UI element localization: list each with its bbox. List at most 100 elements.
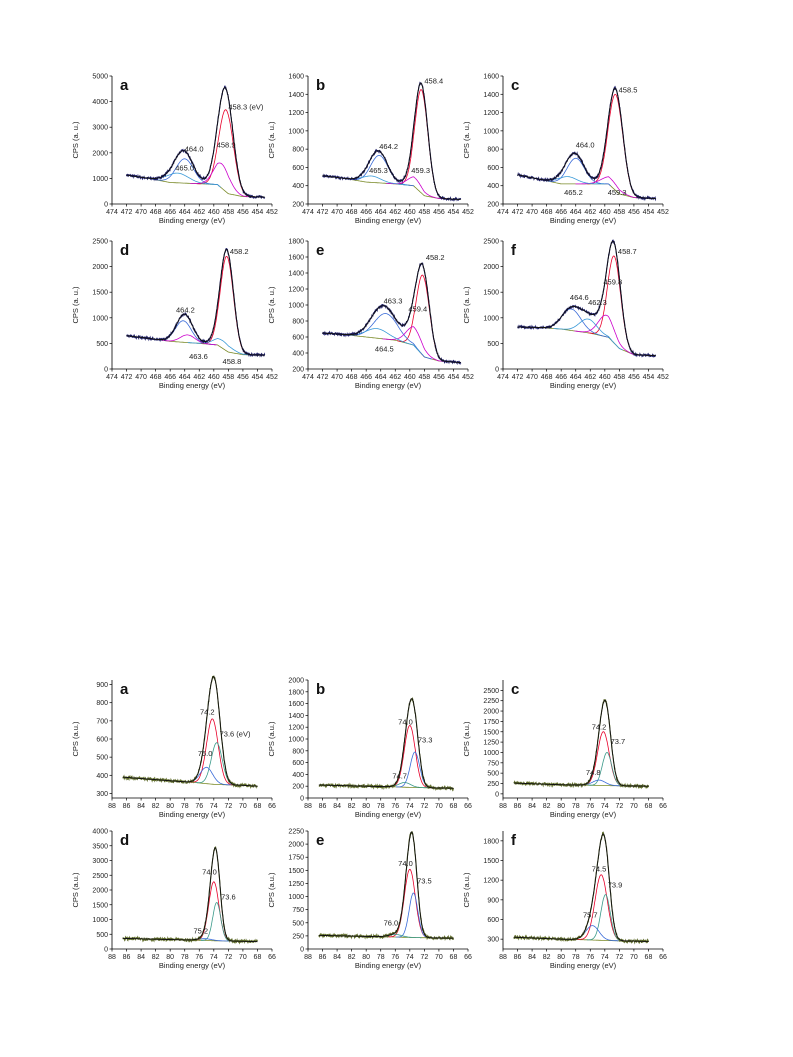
y-tick-label: 1800	[288, 239, 304, 246]
peak-label: 459.3	[608, 188, 627, 197]
x-tick-label: 462	[193, 209, 205, 216]
x-axis-title: Binding energy (eV)	[550, 216, 617, 225]
x-tick-label: 72	[615, 954, 623, 961]
y-tick-label: 1200	[288, 110, 304, 117]
y-tick-label: 1200	[483, 878, 499, 885]
y-tick-label: 1000	[288, 303, 304, 310]
peak-label: 464.6	[570, 293, 589, 302]
measured-spectrum	[126, 248, 266, 358]
component-peak-73.3	[396, 751, 434, 789]
y-tick-label: 2000	[92, 888, 108, 895]
y-axis-title: CPS (a.u.)	[71, 721, 80, 757]
y-tick-label: 0	[300, 796, 304, 803]
x-axis-title: Binding energy (eV)	[550, 961, 617, 970]
y-tick-label: 1500	[92, 902, 108, 909]
x-tick-label: 462	[389, 374, 401, 381]
peak-label: 74.2	[592, 722, 607, 731]
y-tick-label: 1600	[288, 74, 304, 81]
x-tick-label: 66	[268, 954, 276, 961]
component-peak-464	[149, 158, 220, 187]
peak-label: 74.0	[202, 867, 217, 876]
fitted-envelope	[318, 698, 454, 789]
y-tick-label: 0	[495, 367, 499, 374]
peak-label: 73.5	[417, 876, 432, 885]
y-tick-label: 500	[96, 341, 108, 348]
x-tick-label: 82	[152, 954, 160, 961]
x-tick-label: 88	[304, 803, 312, 810]
fitted-envelope	[122, 847, 258, 943]
component-peak-459.3	[575, 176, 645, 199]
x-tick-label: 66	[659, 803, 667, 810]
y-tick-label: 1600	[288, 701, 304, 708]
x-tick-label: 462	[584, 374, 596, 381]
x-tick-label: 468	[150, 209, 162, 216]
x-tick-label: 80	[557, 954, 565, 961]
y-axis-title: CPS (a.u.)	[462, 872, 471, 908]
y-tick-label: 600	[487, 917, 499, 924]
y-tick-label: 600	[292, 335, 304, 342]
x-tick-label: 72	[420, 954, 428, 961]
y-tick-label: 1200	[288, 287, 304, 294]
fitted-envelope	[322, 262, 461, 364]
x-tick-label: 82	[152, 803, 160, 810]
axes-frame	[307, 76, 468, 205]
peak-label: 75.0	[198, 749, 213, 758]
y-tick-label: 0	[104, 947, 108, 954]
x-tick-label: 88	[499, 954, 507, 961]
y-tick-label: 0	[104, 202, 108, 209]
chart-panel-2-a: 88 86 84 82 80 78 76 74 72 70 68 66 300 400 500 600 700 8…	[71, 675, 276, 819]
fitted-envelope	[122, 675, 258, 787]
x-tick-label: 454	[448, 374, 460, 381]
peak-label: 74.5	[592, 865, 607, 874]
axes-frame	[307, 831, 468, 950]
x-tick-label: 68	[254, 954, 262, 961]
peak-label: 75.7	[583, 911, 598, 920]
y-tick-label: 0	[300, 947, 304, 954]
component-peak-462.3	[553, 318, 623, 351]
y-tick-label: 0	[495, 791, 499, 798]
y-tick-label: 200	[487, 202, 499, 209]
y-tick-label: 600	[292, 760, 304, 767]
x-tick-label: 66	[268, 803, 276, 810]
x-tick-label: 456	[628, 209, 640, 216]
x-tick-label: 474	[497, 374, 509, 381]
x-tick-label: 68	[254, 803, 262, 810]
y-axis-title: CPS (a. u.)	[267, 286, 276, 324]
x-tick-label: 470	[331, 374, 343, 381]
y-tick-label: 250	[292, 933, 304, 940]
x-tick-label: 82	[543, 803, 551, 810]
x-tick-label: 468	[346, 374, 358, 381]
fitted-envelope	[513, 699, 649, 787]
fitted-envelope	[517, 240, 656, 357]
x-tick-label: 470	[331, 209, 343, 216]
x-tick-label: 460	[599, 209, 611, 216]
x-tick-label: 76	[391, 803, 399, 810]
x-tick-label: 70	[630, 803, 638, 810]
x-tick-label: 76	[586, 954, 594, 961]
chart-panel-1-e: 474 472 470 468 466 464 462 460 458 456 454 4522004…	[267, 239, 474, 391]
y-axis-title: CPS (a. u.)	[267, 121, 276, 159]
peak-label: 74.8	[586, 768, 601, 777]
x-tick-label: 452	[462, 374, 474, 381]
y-tick-label: 1000	[92, 917, 108, 924]
x-tick-label: 464	[570, 209, 582, 216]
y-tick-label: 800	[292, 319, 304, 326]
y-tick-label: 2000	[288, 842, 304, 849]
y-tick-label: 1400	[288, 713, 304, 720]
x-tick-label: 88	[304, 954, 312, 961]
panel-letter-a: a	[120, 77, 129, 94]
x-tick-label: 464	[375, 209, 387, 216]
y-tick-label: 1500	[92, 290, 108, 297]
y-tick-label: 1750	[483, 719, 499, 726]
component-peak-458.8	[187, 338, 258, 356]
x-axis-title: Binding energy (eV)	[159, 810, 226, 819]
y-tick-label: 1750	[288, 855, 304, 862]
x-axis-title: Binding energy (eV)	[550, 810, 617, 819]
y-tick-label: 0	[104, 367, 108, 374]
x-tick-label: 472	[121, 209, 133, 216]
chart-panel-2-f: 88 86 84 82 80 78 76 74 72 70 68 66 300 600 900 1200 150…	[462, 831, 667, 970]
x-tick-label: 452	[462, 209, 474, 216]
x-tick-label: 466	[360, 209, 372, 216]
x-tick-label: 468	[541, 374, 553, 381]
x-tick-label: 456	[433, 209, 445, 216]
